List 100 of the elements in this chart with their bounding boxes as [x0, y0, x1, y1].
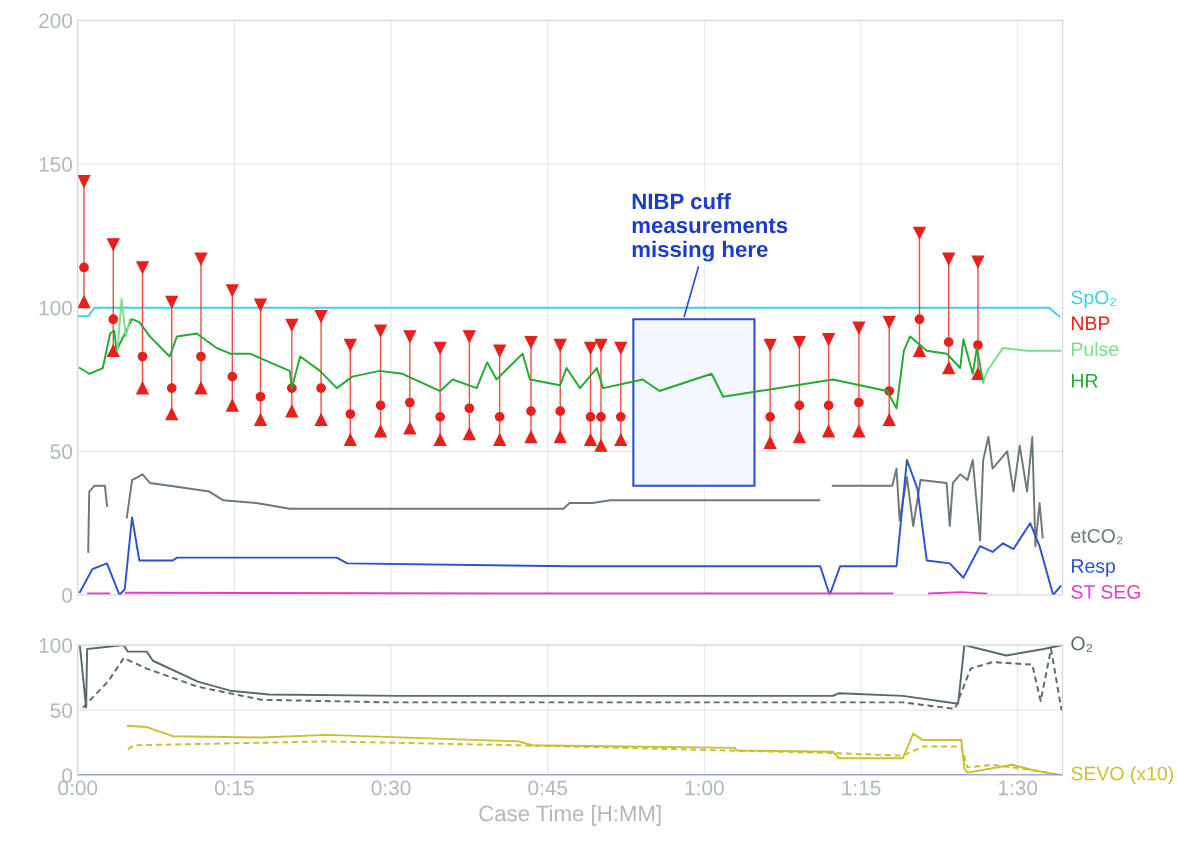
point [375, 400, 386, 411]
point [524, 335, 538, 349]
point [763, 338, 777, 352]
point [254, 413, 267, 426]
x-tick-label: 1:15 [842, 780, 881, 796]
text: HR [1072, 374, 1098, 388]
point [254, 298, 267, 312]
point [526, 406, 536, 416]
point [822, 424, 835, 438]
point [107, 238, 120, 251]
point [614, 433, 628, 447]
x-tick-label: 0:45 [528, 780, 568, 796]
x-tick-label: 0:30 [371, 780, 411, 796]
point [882, 413, 896, 426]
point [493, 344, 506, 358]
point [914, 314, 925, 325]
point [226, 399, 239, 412]
point [137, 351, 148, 362]
point [594, 338, 608, 352]
point [971, 255, 985, 268]
point [524, 430, 538, 444]
point [943, 337, 954, 348]
point [107, 344, 120, 358]
series-label: SpO₂ [1071, 290, 1116, 309]
point [433, 341, 447, 355]
x-tick-label: 0:15 [214, 780, 254, 796]
point [615, 412, 626, 422]
series-label: etCO₂ [1071, 528, 1123, 545]
point [913, 226, 926, 240]
y-tick-label: 50 [50, 703, 73, 718]
point [77, 295, 91, 309]
point [823, 400, 834, 411]
point [973, 340, 983, 350]
point [77, 175, 91, 188]
point [255, 391, 266, 402]
series-label: Resp [1072, 559, 1116, 577]
series-label: Pulse [1072, 341, 1119, 357]
point [108, 314, 119, 325]
point [435, 412, 445, 422]
x-tick-label: 1:30 [998, 780, 1038, 796]
point [594, 439, 608, 452]
point [285, 318, 299, 332]
point [403, 330, 417, 343]
point [555, 406, 566, 416]
point [136, 381, 149, 395]
annotation: NIBP cuff measurements missing here [632, 192, 788, 262]
point [463, 427, 476, 441]
point [165, 295, 178, 309]
point [374, 424, 387, 438]
point [852, 424, 866, 438]
point [345, 409, 356, 419]
point [942, 361, 955, 375]
point [822, 333, 835, 346]
point [585, 412, 596, 422]
series-label: SEVO (x10) [1071, 766, 1173, 785]
point [285, 404, 299, 418]
point [344, 338, 357, 352]
point [553, 338, 567, 352]
y-tick-label: 200 [39, 13, 73, 29]
point [194, 252, 208, 266]
point [79, 262, 89, 273]
point [763, 436, 777, 449]
point [553, 430, 567, 444]
point [942, 252, 955, 266]
point [464, 403, 475, 414]
point [166, 383, 177, 394]
point [584, 341, 597, 355]
point [316, 383, 326, 394]
point [596, 412, 606, 422]
text: ST SEG [1071, 585, 1140, 599]
point [404, 397, 415, 408]
point [614, 341, 628, 355]
y-tick-label: 100 [39, 638, 73, 653]
point [226, 284, 239, 297]
point [165, 407, 178, 421]
point [493, 433, 506, 447]
point [913, 344, 926, 358]
point [765, 412, 776, 422]
point [136, 261, 149, 274]
point [433, 433, 447, 447]
point [403, 422, 417, 435]
point [854, 397, 864, 408]
point [314, 310, 328, 323]
point [852, 321, 866, 335]
x-tick-label: 1:00 [685, 780, 724, 796]
point [196, 351, 206, 362]
series-label: O₂ [1071, 636, 1093, 652]
y-tick-label: 0 [62, 588, 73, 603]
point [793, 335, 806, 349]
y-tick-label: 100 [39, 300, 73, 316]
point [344, 433, 357, 447]
point [882, 315, 896, 329]
y-tick-label: 150 [39, 157, 73, 172]
point [314, 413, 328, 426]
x-axis-title: Case Time [H:MM] [479, 805, 661, 826]
point [374, 324, 387, 337]
y-tick-label: 50 [50, 444, 73, 460]
text: NBP [1072, 316, 1110, 330]
point [584, 433, 597, 447]
line-series [78, 318, 985, 410]
